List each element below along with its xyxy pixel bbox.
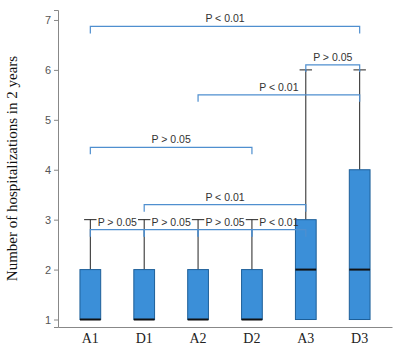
p-value-label: P > 0.05 [152, 133, 191, 145]
y-tick: 2 [45, 264, 58, 276]
x-tick-label: D3 [351, 331, 368, 346]
median [349, 269, 370, 271]
whisker-cap-max [246, 219, 258, 220]
x-axis: A1 D1 A2 D2 A3 D3 [59, 327, 393, 346]
chart: 1234567A1D1A2D2A3D3P < 0.01P > 0.05P < 0… [0, 0, 400, 351]
significance-bracket [90, 147, 252, 154]
whisker-cap-max [84, 219, 96, 220]
y-tick: 7 [45, 14, 58, 26]
significance-bracket [90, 230, 144, 237]
box [80, 270, 101, 320]
y-tick-label: 7 [45, 14, 51, 26]
box [242, 270, 263, 320]
upper-whisker [198, 220, 199, 270]
y-tick-label: 2 [45, 264, 51, 276]
y-tick-mark [54, 120, 58, 121]
median [80, 319, 101, 321]
p-value-label: P > 0.05 [98, 216, 137, 228]
whisker-cap-max [192, 219, 204, 220]
x-tick: A3 [297, 327, 314, 346]
p-value-label: P > 0.05 [205, 216, 244, 228]
y-axis-line [54, 11, 59, 328]
annotations: P < 0.01 P > 0.05 P < 0.01 P > 0.05 P < 0.01… [90, 12, 359, 236]
y-tick-label: 4 [45, 164, 51, 176]
x-tick-label: A2 [190, 331, 207, 346]
y-tick-mark [54, 170, 58, 171]
upper-whisker [144, 220, 145, 270]
x-tick: D2 [243, 327, 260, 346]
x-tick-label: D1 [136, 331, 153, 346]
plot: 1234567A1D1A2D2A3D3P < 0.01P > 0.05P < 0… [45, 11, 393, 346]
y-tick-mark [54, 220, 58, 221]
x-tick: A2 [190, 327, 207, 346]
box [349, 170, 370, 320]
box [134, 270, 155, 320]
x-tick-label: A1 [82, 331, 99, 346]
boxes [80, 70, 370, 320]
significance-bracket [252, 230, 306, 237]
p-value-label: P > 0.05 [313, 51, 352, 63]
p-value-label: P > 0.05 [152, 216, 191, 228]
box-plot [295, 70, 316, 320]
y-tick-label: 3 [45, 214, 51, 226]
upper-whisker [251, 220, 252, 270]
y-tick: 4 [45, 164, 58, 176]
significance-bracket [198, 230, 252, 237]
median [242, 319, 263, 321]
y-tick: 1 [45, 314, 58, 326]
significance-bracket [90, 26, 359, 33]
x-axis-line [59, 327, 393, 328]
significance-bracket [306, 65, 360, 72]
p-value-label: P < 0.01 [259, 216, 298, 228]
y-tick: 3 [45, 214, 58, 226]
y-tick-mark [54, 70, 58, 71]
p-value-label: P < 0.01 [259, 81, 298, 93]
y-tick-mark [54, 20, 58, 21]
x-tick-label: A3 [297, 331, 314, 346]
y-tick: 6 [45, 64, 58, 76]
y-tick-label: 1 [45, 314, 51, 326]
p-value-label: P < 0.01 [205, 12, 244, 24]
whisker-cap-max [138, 219, 150, 220]
upper-whisker [359, 70, 360, 170]
p-value-label: P < 0.01 [205, 191, 244, 203]
y-tick: 5 [45, 114, 58, 126]
median [188, 319, 209, 321]
box-plot [349, 70, 370, 320]
significance-bracket [198, 95, 360, 102]
y-tick-label: 6 [45, 64, 51, 76]
y-axis: 1 2 3 4 5 6 7 [45, 11, 59, 328]
median [134, 319, 155, 321]
x-tick: A1 [82, 327, 99, 346]
x-tick-label: D2 [243, 331, 260, 346]
significance-bracket [144, 205, 306, 212]
box [188, 270, 209, 320]
x-tick: D1 [136, 327, 153, 346]
significance-bracket [144, 230, 198, 237]
median [295, 269, 316, 271]
upper-whisker [90, 220, 91, 270]
y-tick-mark [54, 320, 58, 321]
y-axis-title: Number of hospitalizations in 2 years [4, 56, 20, 282]
y-tick-mark [54, 270, 58, 271]
x-tick: D3 [351, 327, 368, 346]
upper-whisker [305, 70, 306, 220]
y-tick-label: 5 [45, 114, 51, 126]
